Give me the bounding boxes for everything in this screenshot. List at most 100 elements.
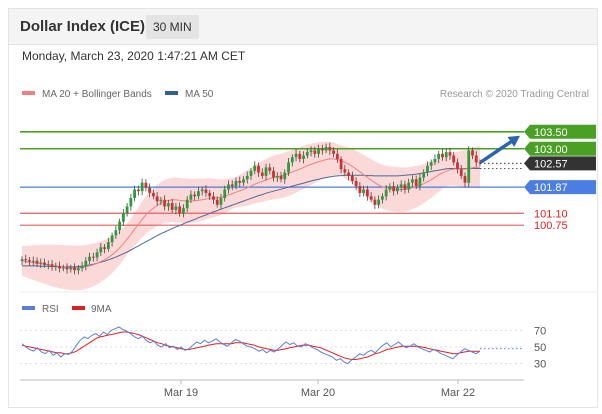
x-tick-label-1: Mar 20: [301, 387, 335, 399]
candle-body: [328, 147, 332, 151]
candle-body: [185, 199, 189, 209]
candle-body: [204, 189, 208, 193]
candle-body: [441, 153, 444, 158]
candle-body: [148, 187, 152, 193]
candle-body: [373, 199, 377, 205]
rsi-tick-0: 70: [534, 325, 546, 337]
candle-body: [91, 256, 95, 258]
candle-body: [474, 155, 478, 163]
candle-body: [452, 155, 456, 163]
candle-body: [388, 186, 392, 190]
candle-body: [350, 175, 354, 182]
legend-swatch-ma20: [22, 91, 35, 95]
level-label-1: 103.00: [534, 144, 568, 156]
candle-body: [320, 148, 324, 151]
candle-body: [20, 259, 24, 261]
candle-body: [170, 203, 174, 210]
candle-body: [73, 267, 76, 271]
chart-title: Dollar Index (ICE): [20, 18, 146, 35]
candle-body: [313, 150, 317, 154]
candle-body: [305, 152, 309, 156]
legend-ma50-label: MA 50: [185, 89, 214, 100]
candle-body: [459, 169, 463, 176]
candle-body: [76, 268, 80, 271]
candle-body: [272, 170, 275, 178]
candle-body: [287, 162, 290, 173]
level-label-3: 101.87: [534, 182, 568, 194]
candle-body: [35, 260, 39, 264]
candle-body: [159, 199, 163, 202]
candle-body: [110, 235, 114, 243]
bollinger-band-fill: [22, 141, 480, 291]
legend-swatch-rsi: [22, 306, 35, 310]
candle-body: [347, 172, 351, 176]
candle-body: [283, 172, 287, 180]
level-label-4: 101.10: [534, 208, 568, 220]
candle-body: [167, 203, 170, 207]
candle-body: [151, 192, 155, 197]
level-box-1: [524, 141, 596, 156]
candle-body: [268, 167, 272, 171]
candle-body: [103, 247, 106, 249]
candle-body: [106, 242, 110, 249]
candle-body: [182, 208, 185, 214]
level-box-2: [524, 156, 596, 171]
projection-arrow: [480, 135, 520, 164]
candle-body: [121, 213, 125, 222]
candle-body: [39, 262, 43, 264]
candle-body: [399, 184, 403, 188]
x-tick-label-0: Mar 19: [164, 387, 198, 399]
candle-body: [339, 158, 343, 170]
candle-body: [302, 155, 305, 159]
candle-body: [392, 186, 396, 192]
price-levels: [20, 130, 524, 226]
x-axis: Mar 19 Mar 20 Mar 22: [20, 379, 524, 399]
candle-body: [136, 189, 140, 192]
candle-body: [324, 147, 328, 151]
candle-body: [317, 148, 320, 154]
candle-body: [260, 172, 264, 176]
candle-body: [238, 181, 242, 183]
candle-body: [253, 165, 257, 171]
candle-body: [290, 157, 294, 163]
candle-body: [343, 169, 347, 173]
candle-body: [384, 189, 388, 197]
interval-button[interactable]: 30 MIN: [146, 15, 199, 39]
candle-body: [279, 175, 283, 180]
candle-body: [65, 267, 69, 270]
candle-body: [24, 259, 28, 261]
candle-body: [174, 206, 178, 210]
candle-body: [242, 179, 245, 183]
candle-body: [418, 177, 422, 187]
rsi-tick-1: 50: [534, 342, 546, 354]
candle-body: [471, 150, 474, 156]
level-box-3: [524, 180, 596, 195]
level-label-2: 102.57: [534, 158, 568, 170]
x-tick-label-2: Mar 22: [441, 387, 475, 399]
candle-body: [478, 162, 482, 164]
candle-body: [369, 196, 373, 200]
rsi-line: [21, 326, 481, 365]
candle-body: [95, 252, 99, 258]
candle-body: [189, 194, 193, 200]
legend-swatch-9ma: [72, 306, 85, 310]
credit-text: Research © 2020 Trading Central: [440, 89, 589, 100]
rsi-tick-labels: 70 50 30: [534, 325, 546, 370]
level-box-0: [524, 124, 596, 139]
candle-body: [46, 264, 50, 266]
candle-body: [414, 179, 418, 187]
candle-body: [407, 182, 411, 190]
candle-body: [358, 186, 362, 193]
candle-body: [227, 184, 230, 190]
candle-body: [200, 189, 204, 192]
candle-body: [230, 184, 234, 187]
candle-body: [234, 181, 238, 187]
legend-ma20-label: MA 20 + Bollinger Bands: [42, 89, 152, 100]
candle-body: [264, 167, 268, 176]
candle-body: [249, 170, 253, 176]
candle-body: [411, 179, 414, 183]
candle-body: [298, 153, 302, 159]
candle-body: [193, 194, 197, 197]
